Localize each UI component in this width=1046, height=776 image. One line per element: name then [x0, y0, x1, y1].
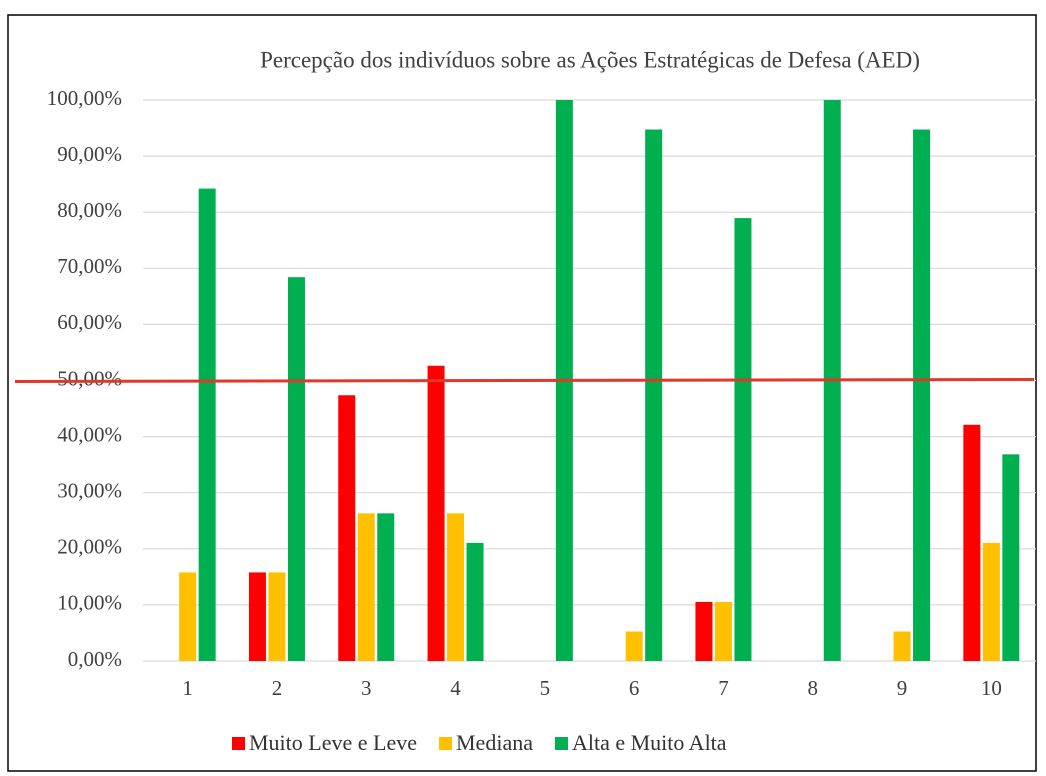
x-tick-label: 6	[629, 676, 640, 700]
bar	[248, 572, 266, 661]
reference-line	[14, 378, 1035, 383]
y-tick-label: 40,00%	[57, 422, 122, 446]
y-tick-label: 50,00%	[57, 366, 122, 390]
bar	[645, 129, 663, 661]
bar	[287, 277, 305, 661]
bar	[963, 424, 981, 661]
legend-swatch	[439, 737, 452, 750]
bar	[625, 631, 643, 661]
x-tick-label: 4	[450, 676, 461, 700]
bar	[714, 601, 732, 661]
bar	[695, 601, 713, 661]
chart-title: Percepção dos indivíduos sobre as Ações …	[260, 47, 920, 72]
x-tick-label: 9	[897, 676, 908, 700]
bar	[427, 365, 445, 661]
bar	[377, 513, 395, 661]
bar	[268, 572, 286, 661]
x-tick-label: 2	[272, 676, 283, 700]
bar	[357, 513, 375, 661]
bar	[179, 572, 197, 661]
legend-label: Alta e Muito Alta	[572, 730, 727, 755]
y-tick-label: 100,00%	[47, 86, 122, 110]
legend-label: Muito Leve e Leve	[249, 730, 417, 755]
x-tick-label: 8	[808, 676, 819, 700]
x-tick-label: 5	[540, 676, 551, 700]
chart-frame	[7, 14, 1037, 772]
y-tick-label: 60,00%	[57, 310, 122, 334]
y-tick-label: 10,00%	[57, 591, 122, 615]
bar	[734, 218, 752, 661]
bar	[447, 513, 465, 661]
x-tick-label: 3	[361, 676, 372, 700]
bar	[466, 542, 484, 661]
y-tick-label: 0,00%	[68, 647, 122, 671]
x-tick-label: 1	[182, 676, 193, 700]
bar	[198, 188, 216, 661]
y-tick-label: 90,00%	[57, 142, 122, 166]
bar	[913, 129, 931, 661]
legend-swatch	[232, 737, 245, 750]
x-tick-label: 7	[718, 676, 729, 700]
y-tick-label: 80,00%	[57, 198, 122, 222]
legend-swatch	[554, 737, 568, 750]
bar	[982, 542, 1000, 661]
y-tick-label: 20,00%	[57, 535, 122, 559]
y-tick-label: 70,00%	[57, 254, 122, 278]
bar	[893, 631, 911, 661]
x-tick-label: 10	[981, 676, 1002, 700]
bar	[338, 395, 356, 661]
legend-label: Mediana	[456, 730, 533, 755]
bar	[1002, 454, 1020, 661]
y-tick-label: 30,00%	[57, 479, 122, 503]
